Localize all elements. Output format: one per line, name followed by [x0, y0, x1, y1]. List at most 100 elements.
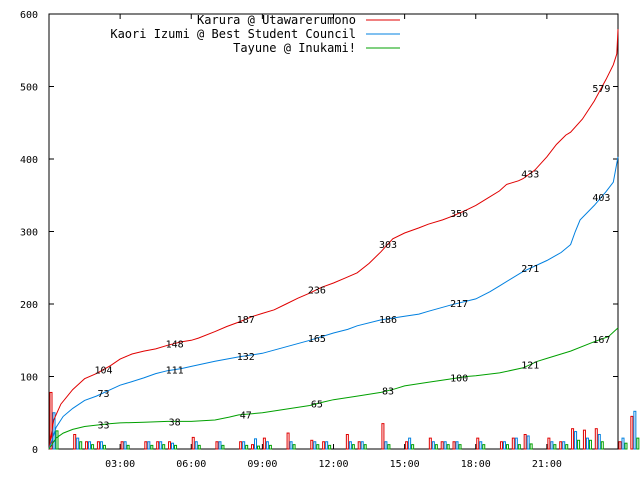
hourly-bar [476, 437, 480, 450]
hourly-bar [360, 441, 364, 450]
hourly-bar [150, 444, 154, 450]
hourly-bar [511, 437, 515, 450]
data-label: 121 [521, 361, 539, 372]
hourly-bar [565, 444, 569, 450]
y-tick-label: 600 [20, 10, 38, 21]
hourly-bar [431, 441, 435, 450]
data-label: 236 [308, 286, 326, 297]
y-tick-label: 400 [20, 155, 38, 166]
hourly-bar [582, 429, 586, 450]
hourly-bar [254, 438, 258, 450]
hourly-bar [440, 441, 444, 450]
hourly-bar [357, 441, 361, 450]
hourly-bar [434, 444, 438, 450]
data-label: 73 [98, 389, 110, 400]
legend-label: Kaori Izumi @ Best Student Council [110, 27, 356, 41]
hourly-bar [120, 441, 124, 450]
data-label: 83 [382, 387, 394, 398]
hourly-bar [443, 441, 447, 450]
hourly-bar [482, 444, 486, 450]
x-tick-label: 09:00 [247, 459, 277, 470]
hourly-bar [547, 437, 551, 450]
data-label: 167 [592, 335, 610, 346]
hourly-bar [221, 444, 225, 450]
series-line-3 [48, 327, 619, 450]
hourly-bar [600, 441, 604, 450]
hourly-bar [553, 444, 557, 450]
hourly-bar [73, 434, 77, 450]
hourly-bar [411, 444, 415, 450]
hourly-bar [502, 441, 506, 450]
data-label: 47 [240, 410, 252, 421]
hourly-bar [633, 410, 637, 450]
hourly-bar [559, 441, 563, 450]
hourly-bar [328, 444, 332, 450]
plot-frame [48, 13, 619, 450]
hourly-bar [621, 437, 625, 450]
legend-label: Tayune @ Inukami! [233, 41, 356, 55]
hourly-bar [588, 439, 592, 450]
hourly-bar [123, 441, 127, 450]
x-tick-label: 12:00 [318, 459, 348, 470]
hourly-bar [428, 437, 432, 450]
hourly-bar [91, 444, 95, 450]
hourly-bar [624, 442, 628, 450]
hourly-bar [286, 432, 290, 450]
hourly-bar [96, 441, 100, 450]
hourly-bar [597, 434, 601, 450]
hourly-bar [594, 428, 598, 450]
hourly-bar [408, 437, 412, 450]
hourly-bar [171, 442, 175, 450]
data-label: 165 [308, 334, 326, 345]
hourly-bars [49, 391, 640, 450]
legend-label: Karura @ Utawarerumono [197, 13, 356, 27]
hourly-bar [99, 441, 103, 450]
data-label: 217 [450, 299, 468, 310]
hourly-bar [126, 444, 130, 450]
hourly-bar [452, 441, 456, 450]
hourly-bar [215, 441, 219, 450]
hourly-bar [322, 441, 326, 450]
hourly-bar [529, 443, 533, 450]
y-tick-label: 300 [20, 228, 38, 239]
hourly-bar [636, 437, 640, 450]
hourly-bar [262, 437, 266, 450]
hourly-bar [405, 441, 409, 450]
hourly-bar [499, 441, 503, 450]
hourly-bar [574, 431, 578, 450]
hourly-bar [345, 434, 349, 450]
hourly-bar [242, 441, 246, 450]
hourly-bar [381, 423, 385, 450]
hourly-bar [387, 444, 391, 450]
cumulative-lines [48, 29, 619, 450]
hourly-bar [523, 434, 527, 450]
hourly-bar [517, 444, 521, 450]
hourly-bar [88, 441, 92, 450]
data-label: 148 [166, 340, 184, 351]
hourly-bar [313, 441, 317, 450]
hourly-bar [630, 415, 634, 450]
series-line-2 [48, 156, 619, 450]
hourly-bar [147, 441, 151, 450]
axes: 0 100 200 300 400 500 600 03:00 06:00 09:00 12:00 1… [20, 10, 618, 470]
hourly-bar [514, 437, 518, 450]
x-tick-label: 18:00 [461, 459, 491, 470]
hourly-bar [446, 444, 450, 450]
hourly-bar [245, 444, 249, 450]
data-label: 65 [311, 400, 323, 411]
hourly-bar [292, 444, 296, 450]
series-line-1 [48, 29, 619, 450]
data-label: 271 [521, 264, 539, 275]
hourly-bar [174, 444, 178, 450]
hourly-bar [257, 445, 261, 450]
data-label: 100 [450, 374, 468, 385]
hourly-bar [550, 441, 554, 450]
hourly-bar [479, 441, 483, 450]
hourly-bar [55, 430, 59, 450]
hourly-bar [289, 441, 293, 450]
hourly-bar [102, 444, 106, 450]
hourly-bar [156, 441, 160, 450]
y-tick-label: 100 [20, 373, 38, 384]
